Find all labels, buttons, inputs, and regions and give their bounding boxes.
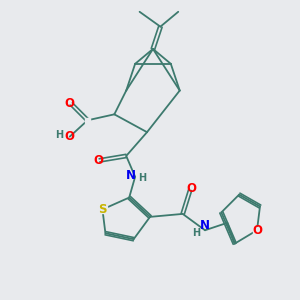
Text: H: H [55, 130, 63, 140]
Text: O: O [65, 98, 75, 110]
Bar [98, 206, 107, 213]
Text: O: O [187, 182, 196, 195]
Bar [85, 118, 90, 122]
Text: H: H [139, 173, 147, 183]
Text: H: H [192, 228, 200, 238]
Text: N: N [200, 219, 210, 232]
Bar [253, 226, 262, 234]
Text: O: O [93, 154, 103, 167]
Text: N: N [126, 169, 136, 182]
Text: S: S [98, 203, 107, 216]
Text: O: O [65, 130, 75, 143]
Text: O: O [252, 224, 262, 237]
